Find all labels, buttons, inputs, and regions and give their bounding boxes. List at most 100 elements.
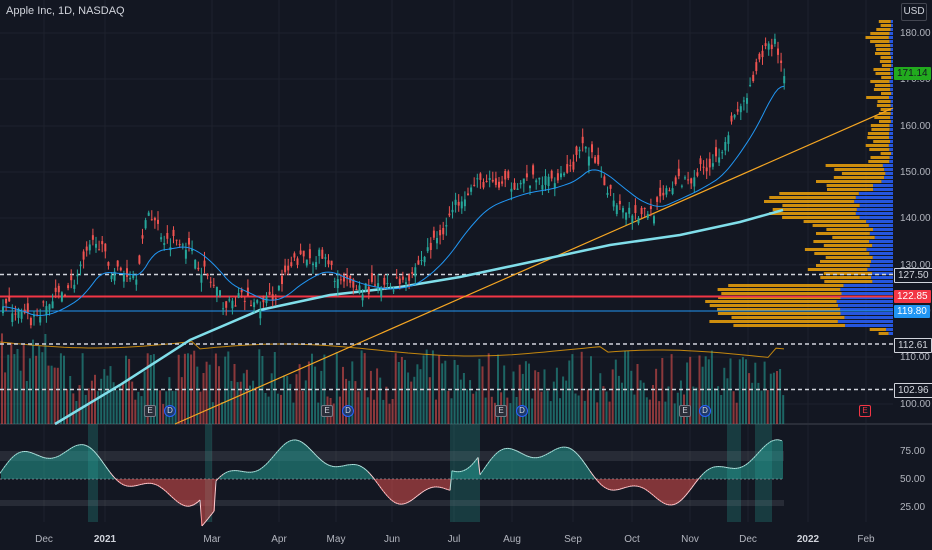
dividend-marker[interactable]: D <box>164 405 176 417</box>
volume-bar <box>540 391 543 424</box>
volume-profile-bar <box>859 204 893 207</box>
volume-profile-bar <box>872 244 893 247</box>
candle-body <box>702 166 705 168</box>
volume-bar <box>475 391 478 424</box>
candle-body <box>76 274 79 277</box>
volume-bar <box>366 397 369 424</box>
volume-profile-bar <box>717 288 841 291</box>
candle-body <box>243 300 246 302</box>
symbol-title[interactable]: Apple Inc, 1D, NASDAQ <box>6 5 125 17</box>
volume-profile-bar <box>889 136 893 139</box>
candle-body <box>671 188 674 194</box>
volume-bar <box>156 388 158 424</box>
oscillator-line <box>101 460 105 465</box>
oscillator-line <box>305 444 309 448</box>
oscillator-line <box>97 455 101 459</box>
candle-body <box>392 290 395 292</box>
oscillator-line <box>309 448 313 452</box>
volume-bar <box>568 360 571 424</box>
candle-body <box>569 165 572 167</box>
candle-body <box>473 184 476 186</box>
dividend-marker[interactable]: D <box>699 405 711 417</box>
earnings-marker[interactable]: E <box>859 405 871 417</box>
volume-bar <box>704 356 707 424</box>
candle-body <box>659 187 662 197</box>
oscillator-line <box>87 445 91 449</box>
oscillator-highlight <box>205 424 212 522</box>
candle-body <box>197 267 200 270</box>
volume-bar <box>255 386 258 424</box>
volume-bar <box>732 391 735 424</box>
candle-body <box>370 273 373 282</box>
volume-bar <box>103 369 106 424</box>
oscillator-line <box>429 486 433 489</box>
price-tag-102-96: 102.96 <box>894 383 932 398</box>
volume-profile-bar <box>873 228 893 231</box>
candle-body <box>420 260 423 261</box>
candle-body <box>150 219 153 221</box>
volume-bar <box>695 387 698 424</box>
volume-bar <box>472 393 475 424</box>
earnings-marker[interactable]: E <box>144 405 156 417</box>
volume-bar <box>745 359 747 424</box>
oscillator-line <box>617 488 621 491</box>
candle-body <box>501 181 504 184</box>
volume-bar <box>314 366 317 424</box>
earnings-marker[interactable]: E <box>679 405 691 417</box>
volume-profile-bar <box>870 124 890 127</box>
dividend-marker[interactable]: D <box>342 405 354 417</box>
volume-bar <box>633 394 636 424</box>
volume-profile-bar <box>868 160 890 163</box>
volume-bar <box>100 378 103 424</box>
earnings-marker[interactable]: E <box>495 405 507 417</box>
volume-profile-bar <box>709 304 838 307</box>
volume-bar <box>655 368 658 424</box>
oscillator-line <box>207 515 211 520</box>
volume-profile-bar <box>889 156 893 159</box>
dividend-marker[interactable]: D <box>516 405 528 417</box>
candle-body <box>603 176 606 186</box>
candle-body <box>631 215 634 223</box>
candle-body <box>160 237 163 240</box>
volume-bar <box>748 373 751 424</box>
volume-bar <box>661 358 664 424</box>
candle-body <box>584 147 587 149</box>
volume-bar <box>143 371 146 424</box>
time-axis-label: Nov <box>681 534 699 545</box>
moving-average-fast <box>2 85 785 317</box>
candle-body <box>312 263 314 266</box>
candle-body <box>82 251 85 260</box>
candle-body <box>727 135 730 144</box>
volume-profile-bar <box>865 36 889 39</box>
candle-body <box>308 249 311 259</box>
volume-bar <box>180 377 183 424</box>
earnings-marker[interactable]: E <box>321 405 333 417</box>
oscillator-line <box>299 440 303 443</box>
volume-bar <box>583 400 586 424</box>
oscillator-line <box>365 469 369 473</box>
candle-body <box>634 205 637 213</box>
volume-bar <box>562 376 565 424</box>
time-axis-label: Apr <box>271 534 287 545</box>
volume-bar <box>751 382 754 424</box>
volume-bar <box>134 399 137 424</box>
currency-button[interactable]: USD <box>901 3 927 21</box>
volume-bar <box>435 399 437 424</box>
candle-body <box>541 185 544 190</box>
volume-bar <box>580 351 583 424</box>
oscillator-line <box>573 450 577 454</box>
volume-bar <box>351 361 354 424</box>
oscillator-line <box>33 453 37 456</box>
volume-bar <box>419 369 422 424</box>
volume-bar <box>648 399 651 424</box>
volume-profile-bar <box>825 256 873 259</box>
volume-bar <box>385 386 388 424</box>
grid <box>0 0 893 522</box>
volume-bar <box>627 351 630 424</box>
volume-profile-bar <box>717 308 841 311</box>
price-tag-112-61: 112.61 <box>894 338 932 353</box>
volume-bar <box>698 355 701 424</box>
candle-body <box>358 285 361 294</box>
candle-body <box>448 213 451 216</box>
